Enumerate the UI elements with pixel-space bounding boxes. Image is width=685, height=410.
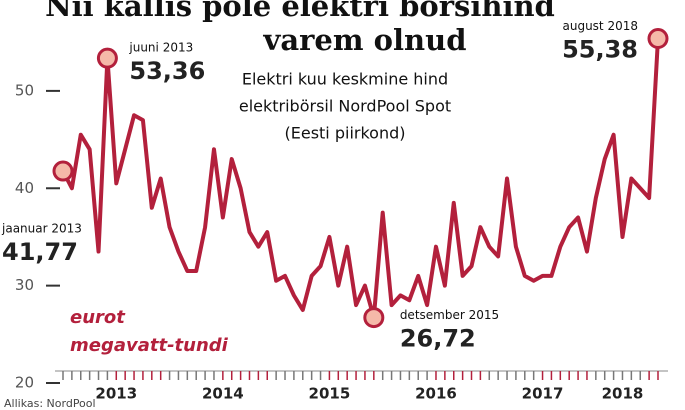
value-label: 26,72 xyxy=(400,325,476,353)
y-axis-label: megavatt-tundi xyxy=(70,335,229,356)
x-tick-label: 2013 xyxy=(95,385,137,403)
highlight-point xyxy=(647,28,669,50)
y-tick-label: 30 xyxy=(15,276,34,294)
subtitle: Elektri kuu keskmine hind xyxy=(242,70,448,89)
value-label: 53,36 xyxy=(129,57,205,85)
value-label: 55,38 xyxy=(562,36,638,64)
x-tick-label: 2017 xyxy=(522,385,564,403)
source: Allikas: NordPool xyxy=(4,397,96,410)
x-tick-label: 2016 xyxy=(415,385,457,403)
x-tick-label: 2015 xyxy=(309,385,351,403)
y-tick-label: 20 xyxy=(15,374,34,392)
line xyxy=(61,38,660,320)
x-tick-label: 2014 xyxy=(202,385,244,403)
date-label: jaanuar 2013 xyxy=(1,222,82,236)
y-axis-label: eurot xyxy=(70,307,126,328)
date-label: august 2018 xyxy=(563,19,639,33)
x-tick-label: 2018 xyxy=(602,385,644,403)
chart-title: varem olnud xyxy=(263,23,467,57)
chart-title: Nii kallis pole elektri börsihind xyxy=(45,0,555,23)
date-label: juuni 2013 xyxy=(128,41,193,55)
y-tick-label: 50 xyxy=(15,81,34,99)
subtitle: (Eesti piirkond) xyxy=(285,124,406,143)
date-label: detsember 2015 xyxy=(400,308,499,322)
highlight-point xyxy=(363,307,385,329)
highlight-point xyxy=(96,47,118,69)
y-tick-label: 40 xyxy=(15,179,34,197)
value-label: 41,77 xyxy=(2,238,78,266)
subtitle: elektribörsil NordPool Spot xyxy=(239,97,451,116)
highlight-point xyxy=(52,160,74,182)
